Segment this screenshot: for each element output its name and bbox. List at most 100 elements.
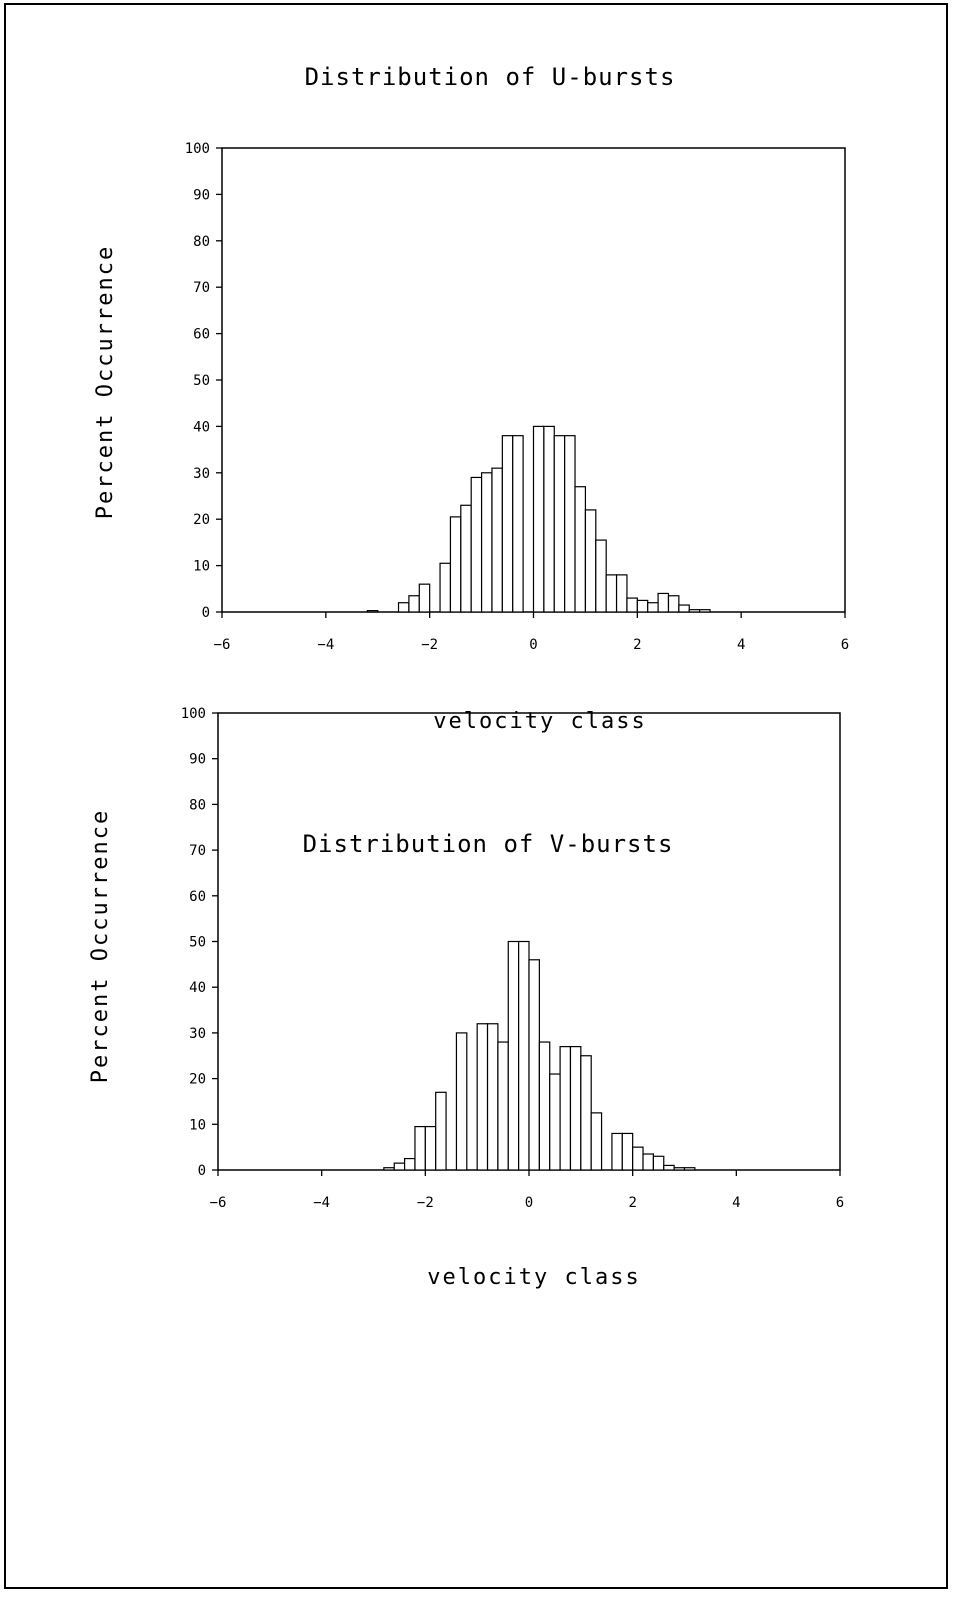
bar-u-12 <box>532 425 545 613</box>
bar-u-22 <box>636 599 649 613</box>
y-axis-label-u: Percent Occurrence <box>93 245 118 519</box>
bar-u-0 <box>366 610 379 613</box>
x-tick-label-v--4: −4 <box>313 1195 330 1211</box>
figure-frame <box>4 3 948 1589</box>
bar-v-13 <box>538 1041 551 1171</box>
x-tick-label-v-4: 4 <box>732 1195 740 1211</box>
y-tick-label-v-70: 70 <box>189 843 206 859</box>
bar-u-23 <box>647 602 659 613</box>
bar-u-17 <box>584 509 597 613</box>
x-tick-label-u--4: −4 <box>317 637 334 653</box>
y-tick-label-u-60: 60 <box>193 327 210 343</box>
bar-u-5 <box>449 516 462 613</box>
y-tick-label-u-10: 10 <box>193 559 210 575</box>
y-tick-label-v-60: 60 <box>189 889 206 905</box>
bar-v-22 <box>642 1153 654 1171</box>
y-tick-label-v-100: 100 <box>181 706 206 722</box>
bar-v-1 <box>393 1162 406 1171</box>
y-tick-label-u-80: 80 <box>193 234 210 250</box>
bar-u-9 <box>491 467 503 613</box>
x-tick-label-v-2: 2 <box>628 1195 636 1211</box>
bar-u-27 <box>688 609 701 613</box>
bar-v-0 <box>383 1167 395 1171</box>
x-tick-label-u-4: 4 <box>737 637 745 653</box>
bar-v-5 <box>435 1091 447 1171</box>
bar-u-7 <box>470 476 483 613</box>
bar-u-24 <box>657 592 670 613</box>
y-tick-label-v-80: 80 <box>189 797 206 813</box>
y-tick-label-u-30: 30 <box>193 466 210 482</box>
bar-u-10 <box>501 435 514 613</box>
bar-v-4 <box>424 1125 437 1171</box>
x-tick-label-u-6: 6 <box>841 637 849 653</box>
x-tick-label-v--2: −2 <box>417 1195 434 1211</box>
x-tick-label-u-2: 2 <box>633 637 641 653</box>
y-tick-label-u-70: 70 <box>193 280 210 296</box>
bar-v-6 <box>455 1032 468 1171</box>
bar-u-26 <box>678 604 690 613</box>
plot-area-u: 0 10 20 30 40 50 60 70 80 90 100 −6 −4 −2 0 2 4 6 <box>185 141 850 653</box>
bar-u-2 <box>408 595 420 613</box>
bar-v-25 <box>673 1167 686 1171</box>
bar-v-17 <box>580 1055 592 1171</box>
bar-u-14 <box>553 435 566 613</box>
y-tick-label-v-50: 50 <box>189 935 206 951</box>
y-tick-label-u-90: 90 <box>193 187 210 203</box>
bar-u-25 <box>667 595 680 613</box>
bar-v-8 <box>486 1023 499 1171</box>
bar-v-11 <box>518 940 530 1171</box>
y-tick-label-v-10: 10 <box>189 1117 206 1133</box>
bar-u-28 <box>699 609 711 613</box>
bar-v-24 <box>663 1164 675 1171</box>
y-tick-label-v-40: 40 <box>189 980 206 996</box>
bar-v-10 <box>507 940 520 1171</box>
bar-v-9 <box>497 1041 509 1171</box>
y-tick-label-u-40: 40 <box>193 419 210 435</box>
bar-u-21 <box>626 597 638 613</box>
bar-u-20 <box>615 574 628 613</box>
bar-v-21 <box>632 1146 644 1171</box>
bar-u-8 <box>480 472 493 613</box>
bar-u-16 <box>574 486 587 613</box>
chart-title-u: Distribution of U-bursts <box>305 63 676 91</box>
x-tick-label-u--6: −6 <box>214 637 231 653</box>
plot-area-v: 0 10 20 30 40 50 60 70 80 90 100 −6 −4 −2 0 2 4 6 <box>181 706 845 1211</box>
y-tick-label-u-100: 100 <box>185 141 210 157</box>
x-tick-label-v-0: 0 <box>525 1195 533 1211</box>
bar-v-16 <box>569 1046 582 1171</box>
y-tick-label-u-50: 50 <box>193 373 210 389</box>
x-tick-label-u-0: 0 <box>529 637 537 653</box>
y-tick-label-v-90: 90 <box>189 752 206 768</box>
bar-u-15 <box>564 435 576 613</box>
x-tick-label-v-6: 6 <box>836 1195 844 1211</box>
bar-u-18 <box>595 539 607 613</box>
bar-u-4 <box>439 562 452 613</box>
y-axis-label-v: Percent Occurrence <box>88 809 113 1083</box>
x-tick-label-u--2: −2 <box>421 637 438 653</box>
bar-v-14 <box>549 1073 561 1171</box>
bar-v-23 <box>652 1155 665 1171</box>
y-tick-label-u-20: 20 <box>193 512 210 528</box>
bar-u-11 <box>512 435 524 613</box>
bar-u-13 <box>543 425 555 613</box>
bar-u-3 <box>418 583 431 613</box>
x-axis-label-v: velocity class <box>427 1265 640 1290</box>
y-tick-label-v-20: 20 <box>189 1072 206 1088</box>
chart-title-v: Distribution of V-bursts <box>303 830 674 858</box>
bar-v-15 <box>559 1046 572 1171</box>
bar-u-6 <box>460 504 472 613</box>
bar-v-26 <box>683 1167 696 1171</box>
bar-v-19 <box>611 1132 623 1171</box>
bar-v-2 <box>404 1157 416 1171</box>
bar-v-7 <box>476 1023 489 1171</box>
x-tick-label-v--6: −6 <box>210 1195 227 1211</box>
bar-v-20 <box>621 1132 634 1171</box>
y-tick-label-v-0: 0 <box>198 1163 206 1179</box>
bar-u-1 <box>397 602 410 613</box>
bar-v-3 <box>414 1125 426 1171</box>
y-tick-label-u-0: 0 <box>202 605 210 621</box>
bar-v-18 <box>590 1112 603 1171</box>
bar-v-12 <box>528 959 540 1171</box>
y-tick-label-v-30: 30 <box>189 1026 206 1042</box>
